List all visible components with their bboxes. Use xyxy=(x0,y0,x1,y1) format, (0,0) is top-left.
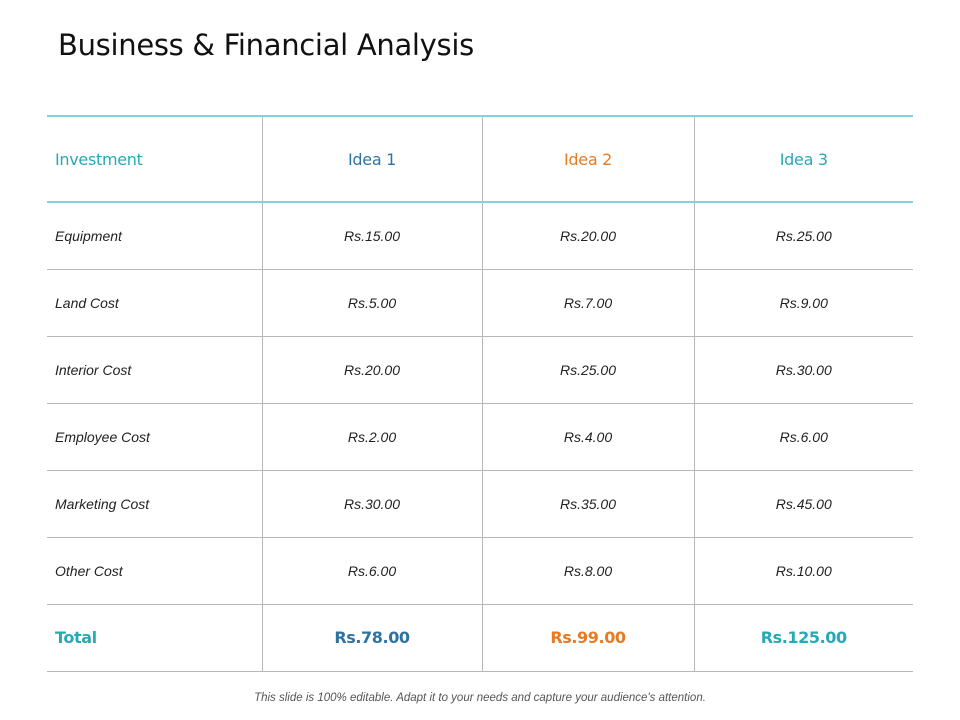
cell-value: Rs.7.00 xyxy=(481,269,694,336)
cell-value: Rs.30.00 xyxy=(693,336,913,403)
cell-value: Rs.6.00 xyxy=(261,537,482,604)
cell-value: Rs.2.00 xyxy=(261,403,482,470)
cell-value: Rs.30.00 xyxy=(261,470,482,537)
cell-value: Rs.6.00 xyxy=(693,403,913,470)
total-idea-1: Rs.78.00 xyxy=(261,604,482,671)
cell-value: Rs.35.00 xyxy=(481,470,694,537)
table-row: Marketing Cost Rs.30.00 Rs.35.00 Rs.45.0… xyxy=(47,470,913,537)
cell-value: Rs.20.00 xyxy=(261,336,482,403)
total-idea-2: Rs.99.00 xyxy=(481,604,694,671)
row-label-interior-cost: Interior Cost xyxy=(55,361,132,378)
cell-value: Rs.8.00 xyxy=(481,537,694,604)
cell-value: Rs.25.00 xyxy=(481,336,694,403)
cell-value: Rs.25.00 xyxy=(693,202,913,269)
row-label-other-cost: Other Cost xyxy=(55,562,123,579)
cell-value: Rs.5.00 xyxy=(261,269,482,336)
table-row: Equipment Rs.15.00 Rs.20.00 Rs.25.00 xyxy=(47,202,913,269)
cell-value: Rs.20.00 xyxy=(481,202,694,269)
table-row: Interior Cost Rs.20.00 Rs.25.00 Rs.30.00 xyxy=(47,336,913,403)
cell-value: Rs.9.00 xyxy=(693,269,913,336)
total-row: Total Rs.78.00 Rs.99.00 Rs.125.00 xyxy=(47,604,913,671)
header-idea-2: Idea 2 xyxy=(481,116,694,202)
row-label-employee-cost: Employee Cost xyxy=(55,428,150,445)
header-idea-3: Idea 3 xyxy=(693,116,913,202)
investment-table: Investment Idea 1 Idea 2 Idea 3 Equipmen… xyxy=(47,115,913,672)
header-idea-1: Idea 1 xyxy=(261,116,482,202)
row-label-land-cost: Land Cost xyxy=(55,294,119,311)
header-investment: Investment xyxy=(55,149,143,169)
table-header-row: Investment Idea 1 Idea 2 Idea 3 xyxy=(47,116,913,202)
cell-value: Rs.45.00 xyxy=(693,470,913,537)
slide-title: Business & Financial Analysis xyxy=(58,28,474,62)
footer-note: This slide is 100% editable. Adapt it to… xyxy=(254,692,706,704)
investment-table-container: Investment Idea 1 Idea 2 Idea 3 Equipmen… xyxy=(47,115,913,672)
total-idea-3: Rs.125.00 xyxy=(693,604,913,671)
cell-value: Rs.10.00 xyxy=(693,537,913,604)
row-label-marketing-cost: Marketing Cost xyxy=(55,495,150,512)
table-row: Employee Cost Rs.2.00 Rs.4.00 Rs.6.00 xyxy=(47,403,913,470)
table-row: Other Cost Rs.6.00 Rs.8.00 Rs.10.00 xyxy=(47,537,913,604)
cell-value: Rs.15.00 xyxy=(261,202,482,269)
row-label-equipment: Equipment xyxy=(55,227,122,244)
table-row: Land Cost Rs.5.00 Rs.7.00 Rs.9.00 xyxy=(47,269,913,336)
total-label: Total xyxy=(55,628,97,647)
cell-value: Rs.4.00 xyxy=(481,403,694,470)
